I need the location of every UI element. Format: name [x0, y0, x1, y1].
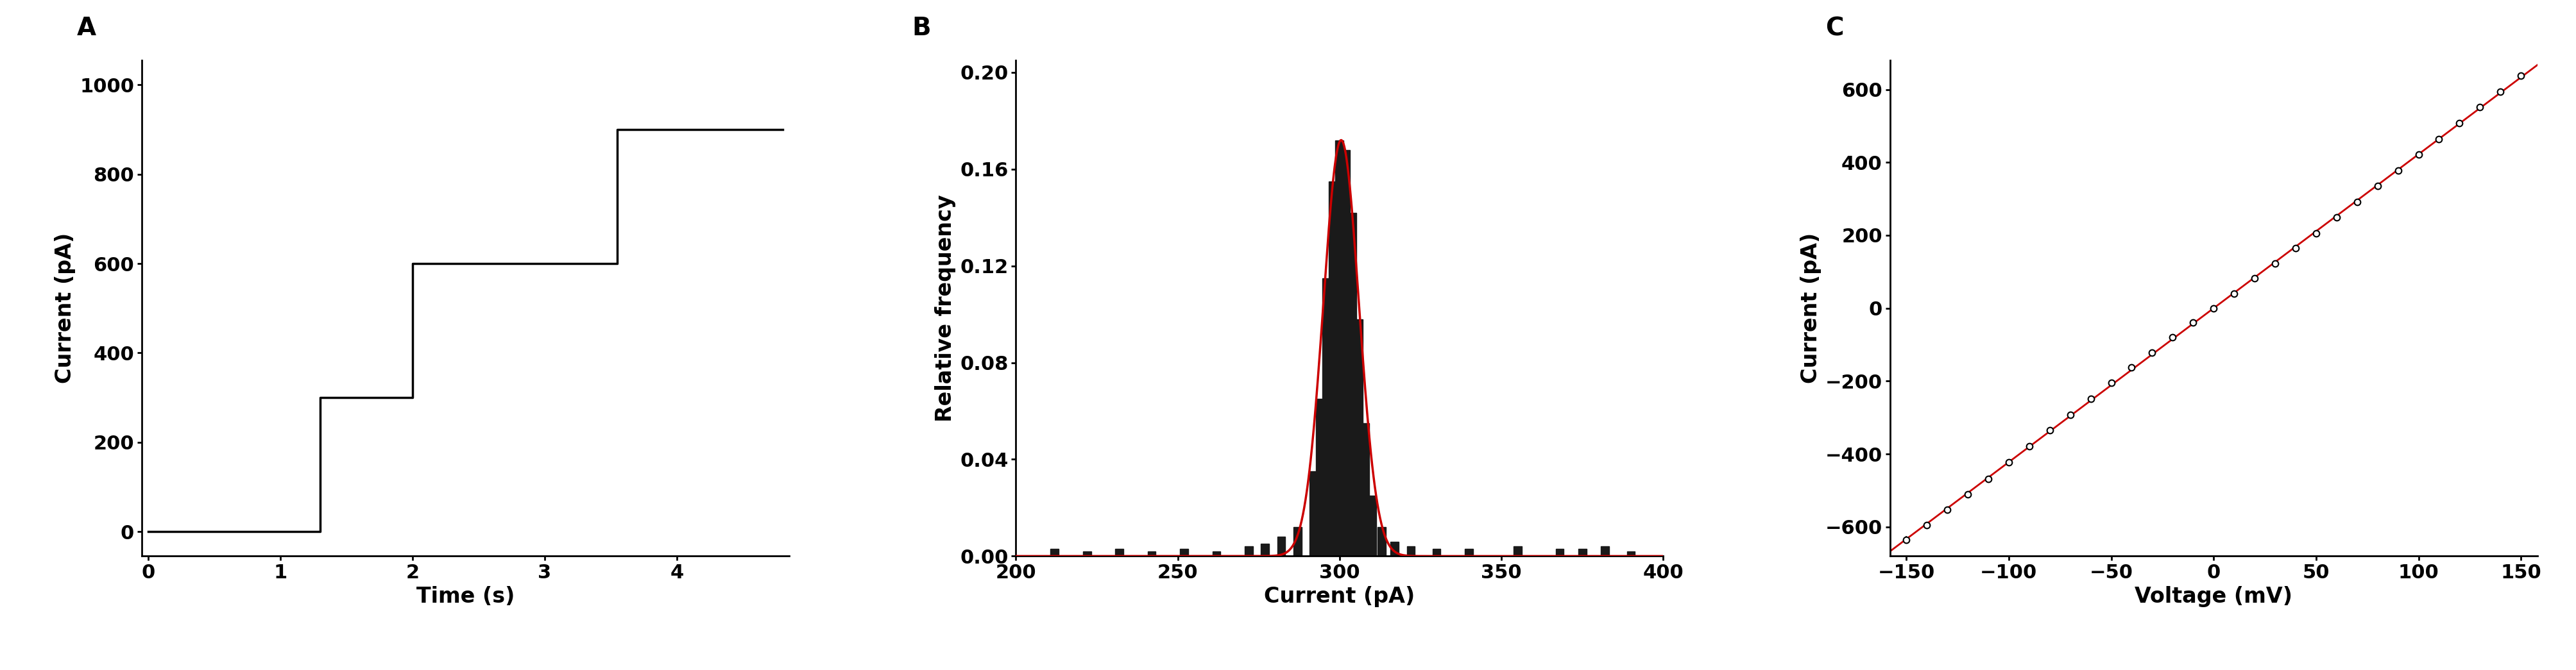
X-axis label: Current (pA): Current (pA): [1265, 586, 1414, 607]
Bar: [1293, 527, 1301, 556]
Bar: [1406, 547, 1414, 556]
Bar: [1432, 549, 1440, 556]
Bar: [1334, 140, 1345, 556]
Bar: [1466, 549, 1473, 556]
Bar: [1600, 547, 1610, 556]
Text: A: A: [77, 16, 95, 40]
Bar: [1378, 527, 1386, 556]
Bar: [1329, 181, 1337, 556]
Bar: [1579, 549, 1587, 556]
Text: C: C: [1826, 16, 1844, 40]
Bar: [1360, 423, 1370, 556]
Bar: [1115, 549, 1123, 556]
Bar: [1180, 549, 1188, 556]
Bar: [1321, 278, 1332, 556]
Bar: [1347, 212, 1358, 556]
Y-axis label: Current (pA): Current (pA): [54, 232, 77, 384]
Bar: [1342, 150, 1350, 556]
Bar: [1556, 549, 1564, 556]
Bar: [1309, 472, 1319, 556]
Y-axis label: Relative frequency: Relative frequency: [935, 194, 956, 422]
Bar: [1515, 547, 1522, 556]
Bar: [1213, 551, 1221, 556]
X-axis label: Time (s): Time (s): [417, 586, 515, 607]
Bar: [1149, 551, 1157, 556]
X-axis label: Voltage (mV): Voltage (mV): [2136, 586, 2293, 607]
Bar: [1316, 399, 1324, 556]
Bar: [1262, 544, 1270, 556]
Text: B: B: [912, 16, 930, 40]
Bar: [1391, 541, 1399, 556]
Bar: [1628, 551, 1636, 556]
Bar: [1355, 319, 1363, 556]
Bar: [1244, 547, 1252, 556]
Bar: [1278, 537, 1285, 556]
Bar: [1082, 551, 1092, 556]
Y-axis label: Current (pA): Current (pA): [1801, 232, 1821, 384]
Bar: [1368, 496, 1376, 556]
Bar: [1051, 549, 1059, 556]
